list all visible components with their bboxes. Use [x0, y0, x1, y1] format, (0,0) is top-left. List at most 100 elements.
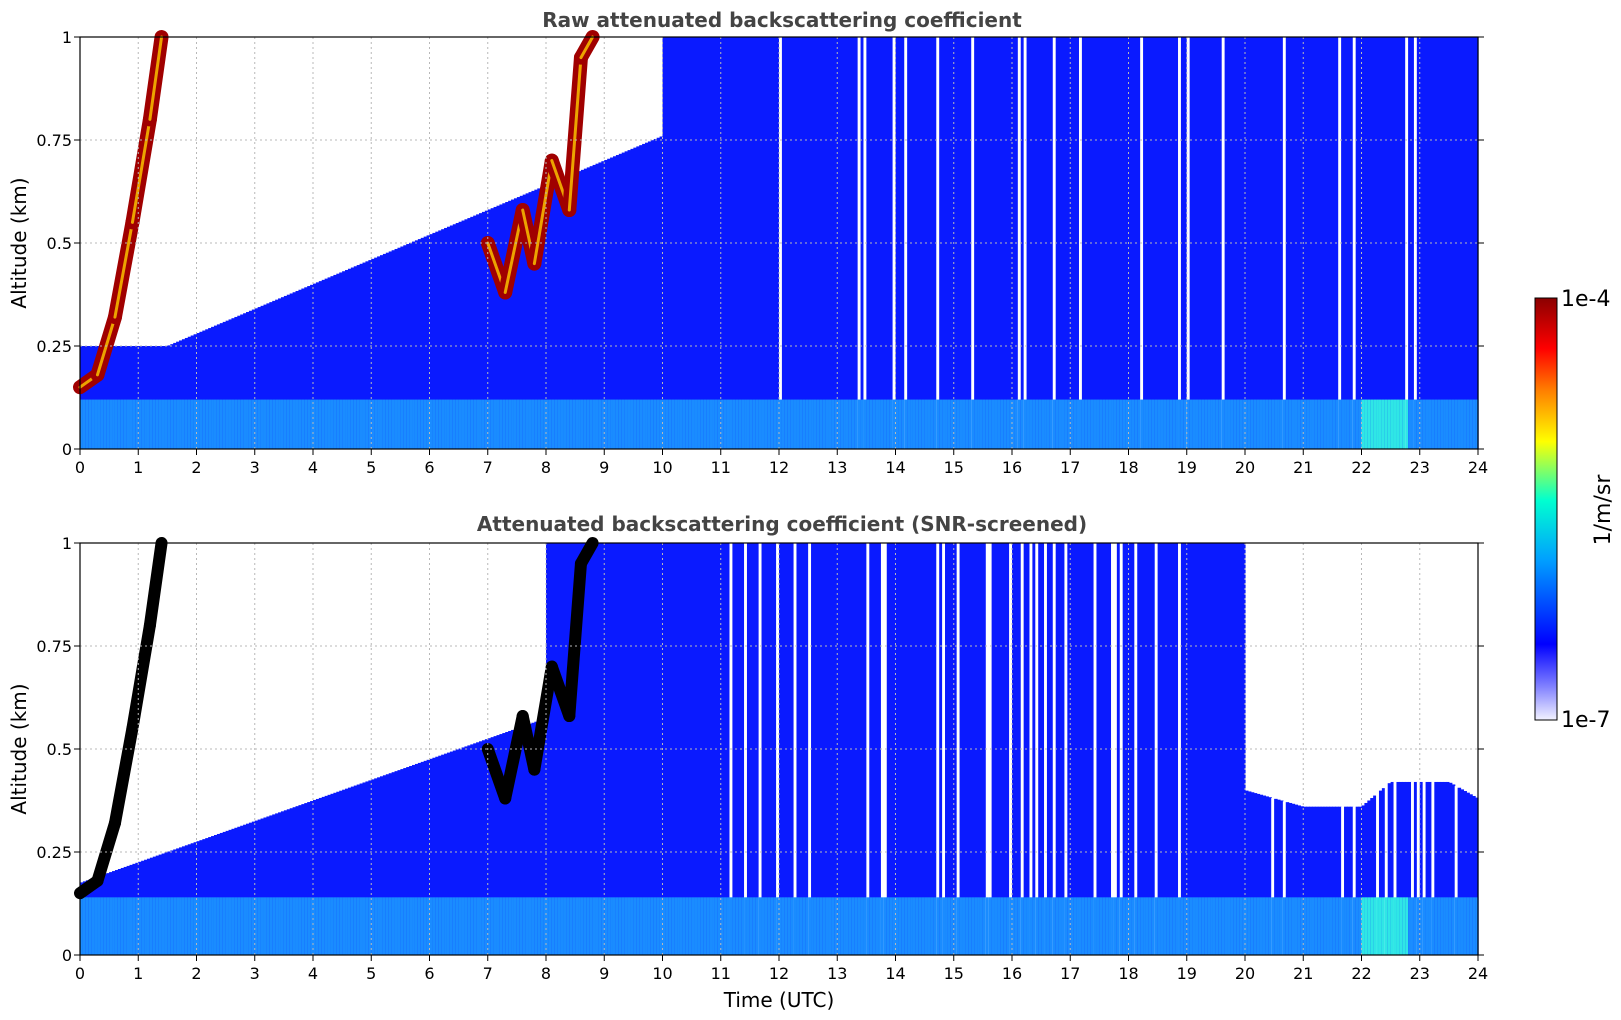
- boundary-layer-cell: [216, 897, 221, 955]
- boundary-layer-cell: [534, 399, 538, 449]
- boundary-layer-cell: [161, 897, 166, 955]
- boundary-layer-cell: [1335, 399, 1339, 449]
- boundary-layer-cell: [1393, 399, 1398, 449]
- cloud-layer-core: [579, 35, 595, 60]
- boundary-layer-cell: [898, 399, 902, 449]
- backscatter-column: [1230, 543, 1234, 955]
- backscatter-column: [499, 204, 503, 449]
- boundary-layer-cell: [1032, 399, 1036, 449]
- backscatter-column: [251, 821, 256, 955]
- boundary-layer-cell: [682, 399, 687, 449]
- boundary-layer-cell: [1355, 399, 1360, 449]
- backscatter-column: [776, 543, 780, 955]
- boundary-layer-cell: [575, 897, 579, 955]
- boundary-layer-cell: [1041, 399, 1045, 449]
- backscatter-column: [1227, 37, 1232, 449]
- y-tick-label: 1: [62, 534, 72, 553]
- boundary-layer-cell: [377, 399, 381, 449]
- boundary-layer-cell: [1396, 897, 1400, 955]
- backscatter-column: [441, 229, 445, 449]
- y-tick-label: 0.75: [36, 637, 72, 656]
- boundary-layer-cell: [513, 897, 518, 955]
- boundary-layer-cell: [869, 399, 873, 449]
- boundary-layer-cell: [1285, 399, 1290, 449]
- backscatter-column: [915, 37, 920, 449]
- backscatter-column: [942, 543, 946, 955]
- backscatter-column: [458, 221, 463, 449]
- boundary-layer-cell: [385, 897, 390, 955]
- backscatter-column: [266, 816, 270, 955]
- boundary-layer-cell: [601, 399, 605, 449]
- backscatter-column: [1178, 37, 1182, 449]
- backscatter-column: [1434, 781, 1438, 955]
- boundary-layer-cell: [106, 399, 110, 449]
- boundary-layer-cell: [1428, 897, 1432, 955]
- boundary-layer-cell: [647, 399, 652, 449]
- backscatter-column: [1349, 806, 1354, 955]
- boundary-layer-cell: [764, 897, 768, 955]
- backscatter-column: [1207, 37, 1211, 449]
- boundary-layer-cell: [1000, 897, 1004, 955]
- boundary-layer-cell: [1131, 399, 1135, 449]
- boundary-layer-cell: [199, 399, 203, 449]
- backscatter-column: [781, 37, 786, 449]
- boundary-layer-cell: [310, 399, 314, 449]
- boundary-layer-cell: [831, 897, 835, 955]
- backscatter-column: [292, 807, 297, 955]
- backscatter-column: [1413, 781, 1418, 955]
- backscatter-column: [1192, 37, 1197, 449]
- backscatter-column: [1207, 543, 1211, 955]
- boundary-layer-cell: [1344, 897, 1348, 955]
- boundary-layer-cell: [1288, 399, 1293, 449]
- boundary-layer-cell: [653, 399, 658, 449]
- backscatter-column: [292, 292, 297, 449]
- boundary-layer-cell: [1300, 399, 1304, 449]
- boundary-layer-cell: [91, 399, 96, 449]
- x-tick-label: 17: [1060, 458, 1080, 477]
- boundary-layer-cell: [1445, 897, 1450, 955]
- backscatter-column: [286, 809, 291, 955]
- boundary-layer-cell: [1151, 399, 1156, 449]
- boundary-layer-cell: [435, 897, 439, 955]
- boundary-layer-cell: [744, 399, 748, 449]
- boundary-layer-cell: [1242, 399, 1246, 449]
- boundary-layer-cell: [225, 399, 230, 449]
- boundary-layer-cell: [304, 897, 308, 955]
- boundary-layer-cell: [1119, 897, 1124, 955]
- boundary-layer-cell: [1376, 399, 1380, 449]
- boundary-layer-cell: [362, 399, 367, 449]
- backscatter-column: [592, 164, 597, 449]
- boundary-layer-cell: [1192, 399, 1197, 449]
- boundary-layer-cell: [336, 897, 340, 955]
- boundary-layer-cell: [694, 897, 699, 955]
- backscatter-column: [1466, 792, 1470, 955]
- boundary-layer-cell: [653, 897, 658, 955]
- backscatter-column: [449, 225, 454, 449]
- backscatter-column: [1355, 37, 1360, 449]
- boundary-layer-cell: [1093, 897, 1098, 955]
- boundary-layer-cell: [575, 399, 579, 449]
- boundary-layer-cell: [642, 399, 646, 449]
- boundary-layer-cell: [1163, 897, 1167, 955]
- boundary-layer-cell: [776, 897, 780, 955]
- backscatter-column: [479, 741, 483, 955]
- backscatter-column: [446, 226, 451, 449]
- boundary-layer-cell: [88, 897, 93, 955]
- boundary-layer-cell: [700, 897, 704, 955]
- backscatter-column: [700, 543, 704, 955]
- boundary-layer-cell: [843, 399, 847, 449]
- backscatter-column: [1087, 37, 1092, 449]
- x-tick-label: 15: [944, 458, 964, 477]
- backscatter-column: [1445, 781, 1450, 955]
- boundary-layer-cell: [144, 399, 148, 449]
- boundary-layer-cell: [1081, 399, 1086, 449]
- boundary-layer-cell: [1451, 897, 1456, 955]
- boundary-layer-cell: [251, 399, 256, 449]
- boundary-layer-cell: [117, 399, 122, 449]
- backscatter-column: [706, 37, 710, 449]
- backscatter-column: [936, 37, 940, 449]
- x-tick-label: 19: [1177, 458, 1197, 477]
- boundary-layer-cell: [112, 399, 116, 449]
- backscatter-column: [671, 37, 675, 449]
- boundary-layer-cell: [790, 399, 795, 449]
